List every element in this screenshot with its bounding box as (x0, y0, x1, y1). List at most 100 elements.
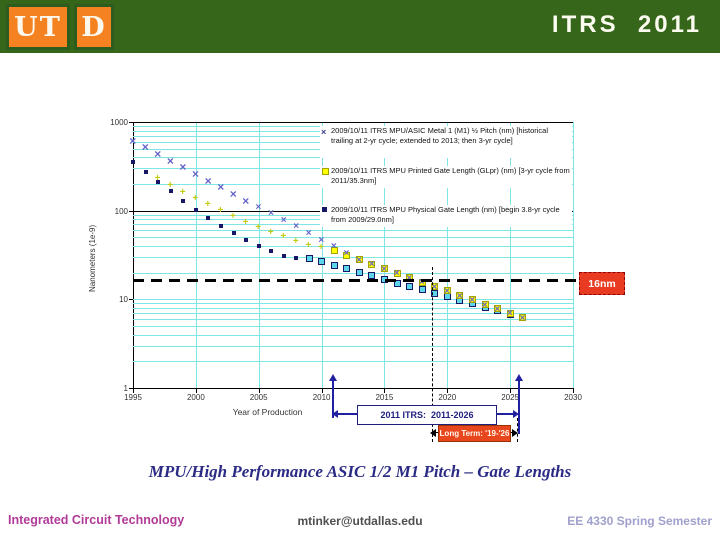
data-point-printed-gate: + (167, 180, 174, 191)
logo-d-block: D (74, 4, 114, 50)
x-axis-tick (258, 389, 260, 393)
data-point-physical-gate (231, 231, 236, 235)
gridline-minor (133, 230, 573, 232)
x-axis-tick (321, 389, 323, 393)
gridline-minor (133, 272, 573, 274)
gridline-minor (133, 326, 573, 327)
span-arrowhead-left-icon (332, 410, 338, 418)
data-point-m1-half-pitch: × (242, 193, 250, 208)
gridline-vertical (321, 122, 323, 388)
data-point-physical-gate (206, 215, 211, 220)
logo-d-text: D (81, 11, 107, 43)
data-point-m1-half-pitch: × (179, 160, 187, 175)
data-point-printed-gate (368, 260, 376, 268)
x-axis-tick (510, 389, 512, 393)
data-point-printed-gate: + (292, 236, 299, 248)
data-point-physical-gate (131, 160, 135, 165)
y-axis-label: Nanometers (1e-9) (88, 224, 97, 292)
data-point-m1-half-pitch: × (381, 263, 388, 275)
data-point-physical-gate (343, 265, 351, 273)
data-point-m1-half-pitch: × (330, 241, 337, 253)
data-point-m1-half-pitch: × (406, 273, 412, 284)
data-point-physical-gate (406, 282, 414, 290)
footer-course-name: Integrated Circuit Technology (8, 513, 185, 527)
legend-label: 2009/10/11 ITRS MPU/ASIC Metal 1 (M1) ½ … (331, 126, 549, 145)
data-point-printed-gate: + (318, 242, 324, 254)
data-point-physical-gate (269, 249, 274, 254)
x-tick-label: 1995 (124, 393, 142, 402)
data-point-m1-half-pitch: × (368, 259, 375, 271)
x-tick-label: 2020 (438, 393, 457, 402)
gridline-minor (133, 319, 573, 320)
data-point-printed-gate: + (280, 231, 287, 243)
data-point-m1-half-pitch: × (469, 294, 476, 306)
span-arrow-left-line (338, 413, 358, 415)
data-point-printed-gate (468, 296, 476, 304)
data-point-printed-gate (393, 269, 401, 277)
data-point-printed-gate: + (267, 227, 274, 238)
x-axis-tick (447, 389, 449, 393)
legend-label: 2009/10/11 ITRS MPU Physical Gate Length… (331, 205, 560, 224)
span-arrowhead-right-icon (513, 410, 519, 418)
y-axis-tick (129, 122, 133, 123)
itrs-span-box: 2011 ITRS: 2011-2026 (357, 405, 497, 425)
arrow-2011-shaft (332, 381, 334, 418)
x-axis-tick (133, 389, 134, 393)
data-point-m1-half-pitch: × (255, 201, 262, 213)
x-tick-label: 2005 (249, 393, 268, 402)
data-point-m1-half-pitch: × (318, 234, 325, 246)
data-point-printed-gate: + (179, 186, 186, 198)
data-point-printed-gate (380, 265, 388, 272)
data-point-printed-gate (330, 247, 338, 255)
gridline-minor (133, 313, 573, 315)
legend-x-marker-icon: × (321, 127, 327, 137)
data-point-printed-gate: + (255, 221, 262, 233)
x-axis-tick (573, 389, 574, 393)
y-tick-label: 100 (114, 206, 128, 216)
data-point-physical-gate (330, 261, 338, 269)
data-point-physical-gate (193, 207, 198, 212)
x-axis-tick (195, 389, 197, 393)
banner-title: ITRS 2011 (551, 11, 702, 38)
data-point-printed-gate (506, 309, 514, 317)
gridline-minor (133, 237, 573, 239)
gridline-vertical (447, 122, 449, 388)
x-axis-label: Year of Production (232, 407, 303, 417)
data-point-physical-gate (294, 255, 299, 260)
footer-email: mtinker@utdallas.edu (297, 514, 423, 528)
data-point-m1-half-pitch: × (393, 268, 400, 280)
y-tick-label: 1000 (110, 118, 128, 127)
gridline-minor (133, 361, 573, 363)
data-point-physical-gate (281, 253, 286, 258)
gridline-minor (133, 246, 573, 247)
arrow-2026-up-icon (515, 374, 523, 381)
data-point-printed-gate (431, 282, 439, 290)
data-point-physical-gate (318, 258, 326, 266)
x-tick-label: 2015 (375, 393, 394, 402)
utd-logo: UT D (6, 4, 114, 50)
data-point-m1-half-pitch: × (293, 221, 300, 233)
data-point-m1-half-pitch: × (519, 312, 526, 324)
gridline-vertical (195, 122, 197, 388)
data-point-m1-half-pitch: × (456, 290, 463, 302)
gridline-minor (133, 307, 573, 309)
legend-navy-square-icon (322, 207, 327, 212)
gridline-vertical (384, 122, 386, 388)
footer-semester: EE 4330 Spring Semester (567, 514, 712, 528)
data-point-m1-half-pitch: × (418, 277, 425, 289)
data-point-printed-gate: + (154, 172, 161, 184)
data-point-m1-half-pitch: × (204, 173, 212, 188)
x-tick-label: 2025 (501, 393, 519, 402)
legend-yellow-square-icon (322, 168, 329, 175)
gridline-minor (133, 334, 573, 336)
dashed-guide-2019 (432, 267, 433, 442)
data-point-m1-half-pitch: × (229, 186, 237, 201)
x-tick-label: 2030 (564, 393, 582, 402)
data-point-m1-half-pitch: × (129, 133, 137, 148)
legend-entry-m1-half-pitch: × 2009/10/11 ITRS MPU/ASIC Metal 1 (M1) … (320, 126, 572, 158)
data-point-m1-half-pitch: × (192, 166, 200, 181)
data-point-physical-gate (168, 189, 173, 194)
gridline-1000 (133, 122, 573, 123)
longterm-arrow-left-line (433, 432, 439, 433)
